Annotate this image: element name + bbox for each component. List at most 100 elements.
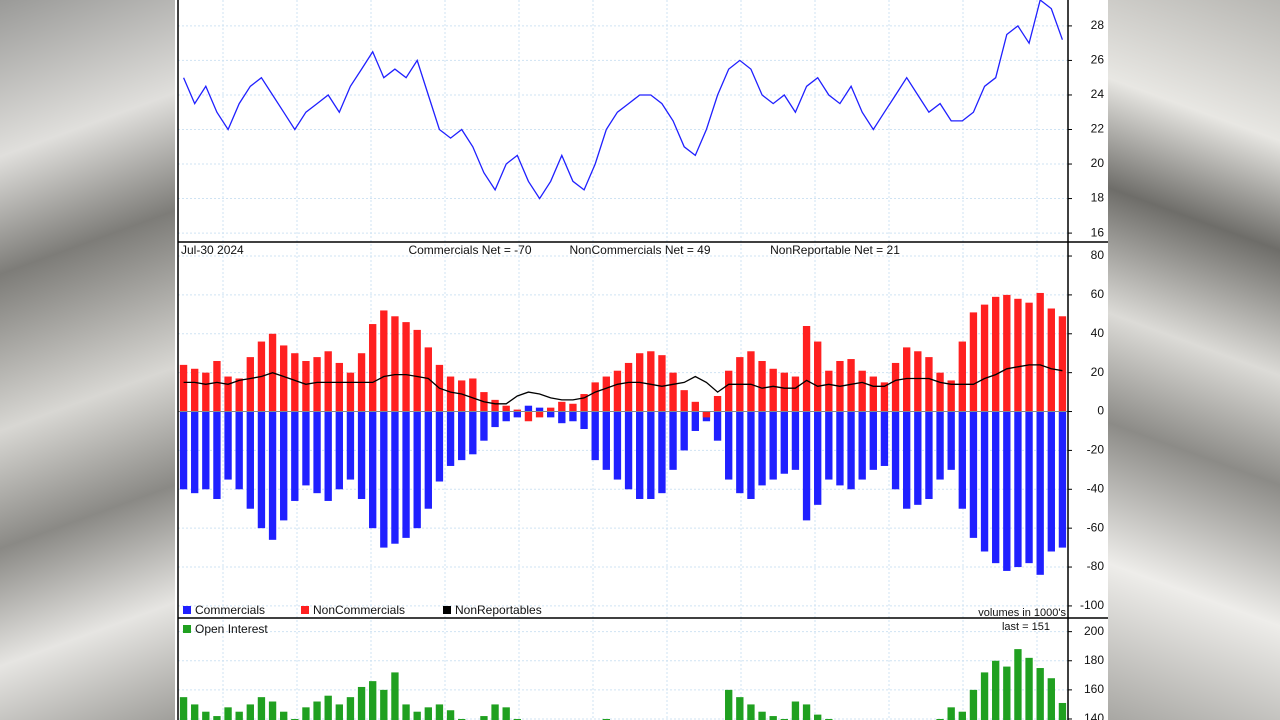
bar xyxy=(1058,316,1067,412)
legend-swatch xyxy=(183,625,191,633)
y-tick-label: 80 xyxy=(1091,248,1105,262)
bar xyxy=(858,411,866,480)
bar xyxy=(224,411,232,480)
bar xyxy=(235,711,243,720)
annotation: NonReportable Net = 21 xyxy=(770,243,900,257)
bar xyxy=(758,711,766,720)
y-tick-label: 18 xyxy=(1091,191,1105,205)
bar xyxy=(825,718,833,720)
bar xyxy=(569,403,577,412)
bar xyxy=(547,407,555,412)
bar xyxy=(391,316,399,412)
bar xyxy=(346,372,355,412)
bar xyxy=(268,411,277,540)
annotation: Commercials Net = -70 xyxy=(408,243,531,257)
bar xyxy=(1047,678,1055,720)
bar xyxy=(491,399,499,412)
y-tick-label: 28 xyxy=(1091,18,1105,32)
bar xyxy=(1003,666,1011,720)
bar xyxy=(524,405,533,412)
bar xyxy=(802,326,811,412)
bar xyxy=(647,351,655,412)
bar xyxy=(1003,294,1011,412)
bar xyxy=(291,411,299,501)
bar xyxy=(1047,308,1055,412)
bar xyxy=(413,711,421,720)
bar xyxy=(424,707,432,720)
bar xyxy=(958,411,966,509)
bar xyxy=(435,411,444,482)
y-tick-label: 26 xyxy=(1091,53,1105,67)
bar xyxy=(246,411,254,509)
bar xyxy=(858,370,866,412)
bar xyxy=(947,707,955,720)
legend-label: NonReportables xyxy=(455,603,542,617)
bar xyxy=(513,718,521,720)
bar xyxy=(235,378,243,412)
bar xyxy=(424,411,432,509)
bar xyxy=(992,296,1000,412)
bar xyxy=(391,672,399,720)
bar xyxy=(880,382,889,412)
price-line xyxy=(183,0,1064,200)
bar xyxy=(257,411,266,529)
bar xyxy=(969,411,978,538)
bar xyxy=(780,372,788,412)
bar xyxy=(346,697,355,720)
bar xyxy=(747,411,755,500)
bar xyxy=(1025,657,1033,720)
bar xyxy=(1058,411,1067,548)
bar xyxy=(246,704,254,720)
bar xyxy=(969,312,978,412)
bar xyxy=(969,689,978,720)
y-tick-label: 200 xyxy=(1084,624,1104,638)
bar xyxy=(769,368,777,412)
bar xyxy=(758,411,766,486)
bar xyxy=(213,411,221,500)
bar xyxy=(914,411,922,505)
annotation: last = 151 xyxy=(1002,621,1050,633)
bar xyxy=(424,347,432,412)
bar xyxy=(1058,702,1067,720)
bar xyxy=(335,704,343,720)
bar xyxy=(636,411,644,500)
legend-swatch xyxy=(183,606,191,614)
bar xyxy=(458,380,466,412)
bar xyxy=(613,411,622,480)
bar xyxy=(658,355,666,412)
bar xyxy=(1014,298,1022,412)
y-tick-label: 22 xyxy=(1091,122,1105,136)
bar xyxy=(191,704,199,720)
bar xyxy=(580,411,588,430)
bar xyxy=(580,394,588,412)
bar xyxy=(535,411,544,418)
bar xyxy=(1025,411,1033,564)
bar xyxy=(814,341,822,412)
bar xyxy=(602,718,610,720)
bar xyxy=(380,411,388,548)
bar xyxy=(335,411,343,490)
bar xyxy=(836,411,844,486)
bar xyxy=(224,707,232,720)
bar xyxy=(335,362,343,412)
bar xyxy=(280,411,288,521)
bar xyxy=(602,411,610,470)
bar xyxy=(992,660,1000,720)
legend-swatch xyxy=(301,606,309,614)
bar xyxy=(324,695,332,720)
bar xyxy=(302,411,310,486)
bar xyxy=(602,376,610,412)
y-tick-label: 20 xyxy=(1091,156,1105,170)
bar xyxy=(446,710,455,720)
bar xyxy=(869,411,877,470)
bar xyxy=(691,401,699,412)
bar xyxy=(814,714,822,720)
bar xyxy=(925,357,933,412)
bar xyxy=(791,701,800,720)
bar xyxy=(202,372,210,412)
bar xyxy=(302,360,310,412)
bar xyxy=(758,360,766,412)
bar xyxy=(1036,411,1044,575)
bar xyxy=(502,707,510,720)
bar xyxy=(947,380,955,412)
